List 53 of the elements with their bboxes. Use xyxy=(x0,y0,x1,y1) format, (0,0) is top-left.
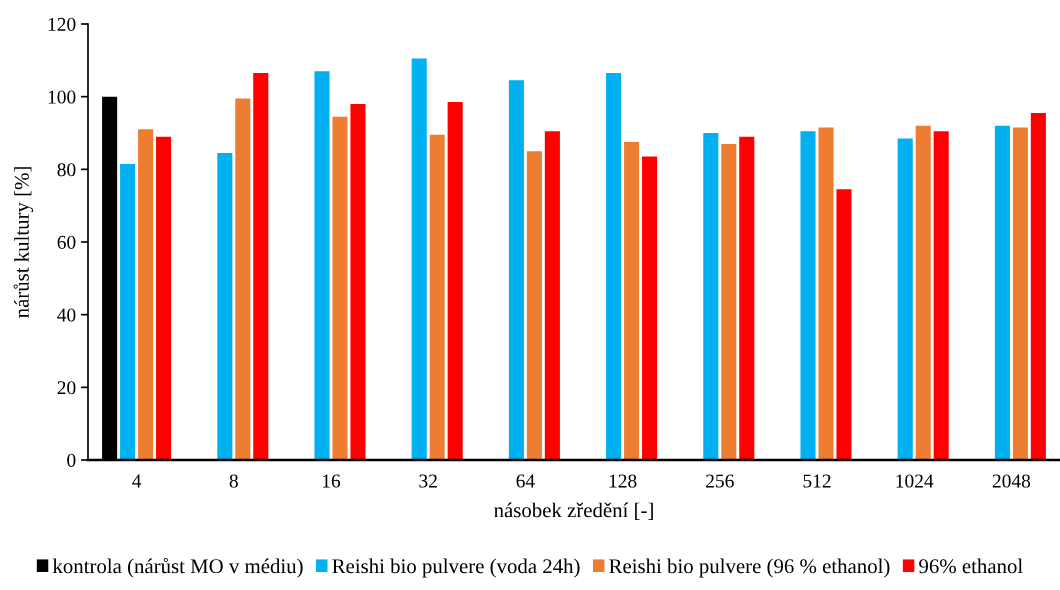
y-tick-label: 0 xyxy=(67,453,76,467)
x-tick-label: 1024 xyxy=(896,474,934,488)
bar xyxy=(253,73,269,460)
bar xyxy=(526,151,542,460)
bar xyxy=(120,163,136,460)
y-axis-title: nárůst kultury [%] xyxy=(13,167,34,318)
x-axis-title: násobek zředění [-] xyxy=(494,502,653,520)
y-tick-label: 60 xyxy=(57,235,76,249)
bar xyxy=(897,138,913,460)
x-tick-label: 512 xyxy=(803,474,831,488)
y-tick-label: 20 xyxy=(57,381,76,395)
bar xyxy=(447,102,463,460)
bar xyxy=(836,189,852,460)
bar xyxy=(933,131,949,460)
bar xyxy=(156,136,172,460)
bar xyxy=(606,73,622,460)
bar xyxy=(1012,127,1028,460)
x-tick-label: 64 xyxy=(516,474,535,488)
x-tick-label: 16 xyxy=(322,474,341,488)
bar xyxy=(332,116,348,460)
legend-label: Reishi bio pulvere (96 % ethanol) xyxy=(609,558,890,578)
bar xyxy=(429,134,445,460)
bar xyxy=(411,58,427,460)
x-tick-label: 256 xyxy=(706,474,734,488)
bar xyxy=(642,156,658,460)
bar xyxy=(739,136,755,460)
bar xyxy=(721,143,737,460)
bar xyxy=(624,142,640,460)
legend-label: kontrola (nárůst MO v médiu) xyxy=(52,557,303,578)
bar xyxy=(508,80,524,460)
legend-label: 96% ethanol xyxy=(919,558,1023,574)
y-tick-label: 40 xyxy=(57,308,76,322)
bar xyxy=(994,125,1010,460)
bar xyxy=(818,127,834,460)
legend-label: Reishi bio pulvere (voda 24h) xyxy=(332,558,580,578)
bar xyxy=(800,131,816,460)
x-tick-label: 2048 xyxy=(992,474,1031,488)
y-tick-label: 80 xyxy=(57,163,76,177)
bar xyxy=(1030,113,1046,460)
x-tick-label: 4 xyxy=(132,474,142,488)
bar xyxy=(235,98,251,460)
bar xyxy=(217,152,233,460)
y-tick-label: 100 xyxy=(48,90,76,104)
x-tick-label: 128 xyxy=(609,474,637,488)
bar xyxy=(544,131,560,460)
bar xyxy=(915,125,931,460)
y-tick-label: 120 xyxy=(48,17,76,31)
x-tick-label: 8 xyxy=(229,474,238,488)
bar xyxy=(703,133,719,460)
x-tick-label: 32 xyxy=(419,474,437,488)
bar xyxy=(138,129,154,460)
bar xyxy=(314,71,330,460)
bar xyxy=(350,103,366,460)
